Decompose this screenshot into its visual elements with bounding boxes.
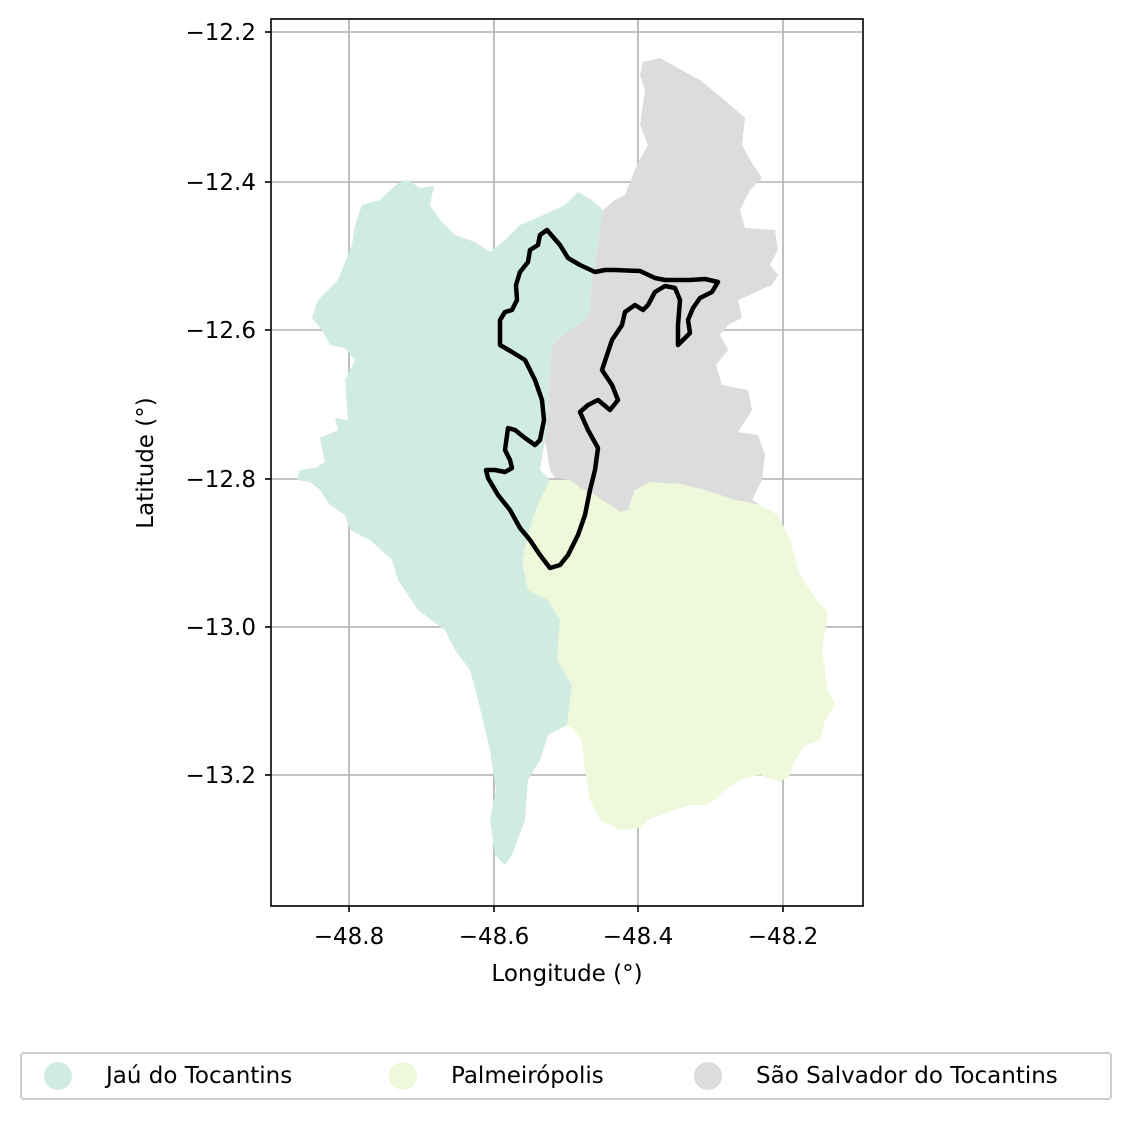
xtick-label-1: −48.6	[459, 924, 529, 950]
legend-marker-sao-salvador-do-tocantins	[694, 1062, 722, 1090]
ytick-label-3: −12.8	[186, 467, 256, 493]
x-axis-title: Longitude (°)	[491, 961, 642, 987]
legend-item-sao-salvador-do-tocantins: São Salvador do Tocantins	[694, 1054, 1058, 1098]
ytick-label-4: −13.0	[186, 615, 256, 641]
legend-marker-palmeiropolis	[389, 1062, 417, 1090]
legend: Jaú do Tocantins Palmeirópolis São Salva…	[20, 1052, 1112, 1100]
legend-label-jau-do-tocantins: Jaú do Tocantins	[106, 1063, 292, 1089]
xtick-label-0: −48.8	[314, 924, 384, 950]
region-palmeiropolis	[522, 480, 835, 830]
xtick-label-2: −48.4	[603, 924, 673, 950]
legend-item-jau-do-tocantins: Jaú do Tocantins	[44, 1054, 292, 1098]
ytick-label-5: −13.2	[186, 763, 256, 789]
xtick-label-3: −48.2	[748, 924, 818, 950]
ytick-label-2: −12.6	[186, 318, 256, 344]
y-axis-title: Latitude (°)	[133, 397, 159, 528]
legend-marker-jau-do-tocantins	[44, 1062, 72, 1090]
legend-label-sao-salvador-do-tocantins: São Salvador do Tocantins	[756, 1063, 1058, 1089]
legend-label-palmeiropolis: Palmeirópolis	[451, 1063, 604, 1089]
ytick-label-1: −12.4	[186, 170, 256, 196]
map-figure: −48.8 −48.6 −48.4 −48.2 −12.2 −12.4 −12.…	[0, 0, 1133, 1040]
legend-item-palmeiropolis: Palmeirópolis	[389, 1054, 604, 1098]
ytick-label-0: −12.2	[186, 20, 256, 46]
